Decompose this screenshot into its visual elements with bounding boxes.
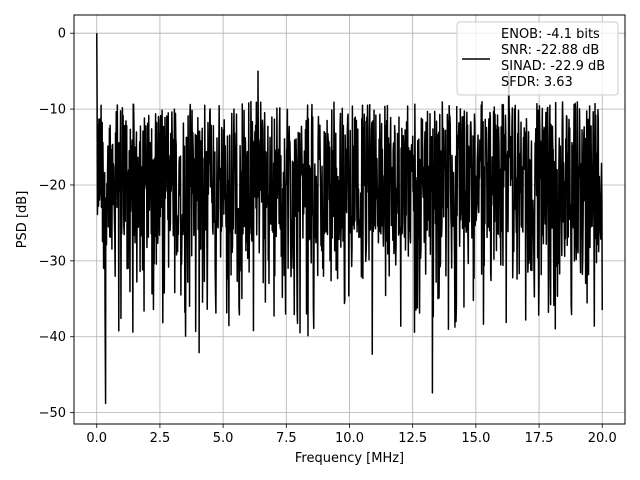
- legend-box: [456, 21, 619, 96]
- x-tick-label: 10.0: [335, 431, 364, 446]
- legend-text-line: SNR: -22.88 dB: [501, 43, 599, 58]
- legend-entry-text: ENOB: -4.1 bits SNR: -22.88 dB SINAD: -22.…: [501, 27, 605, 90]
- x-tick-label: 5.0: [213, 431, 234, 446]
- psd-series-line: [96, 33, 603, 405]
- y-tick-label: −20: [39, 178, 66, 193]
- y-tick-label: −50: [39, 406, 66, 421]
- x-tick-label: 2.5: [150, 431, 171, 446]
- legend-text-line: ENOB: -4.1 bits: [501, 27, 600, 42]
- x-tick-label: 20.0: [588, 431, 617, 446]
- legend: ENOB: -4.1 bits SNR: -22.88 dB SINAD: -22.…: [456, 21, 619, 96]
- x-tick-label: 17.5: [525, 431, 554, 446]
- x-tick-label: 0.0: [86, 431, 107, 446]
- y-axis-ticks: 0 −10 −20 −30 −40 −50: [39, 27, 74, 421]
- legend-text-line: SINAD: -22.9 dB: [501, 59, 605, 74]
- x-axis-ticks: 0.0 2.5 5.0 7.5 10.0 12.5 15.0 17.5 20.0: [86, 424, 617, 446]
- psd-trace: [96, 33, 603, 405]
- y-tick-label: −30: [39, 254, 66, 269]
- x-tick-label: 15.0: [461, 431, 490, 446]
- y-tick-label: −40: [39, 330, 66, 345]
- x-tick-label: 7.5: [276, 431, 297, 446]
- x-axis-label: Frequency [MHz]: [295, 451, 404, 466]
- y-axis-label: PSD [dB]: [15, 191, 30, 249]
- x-tick-label: 12.5: [398, 431, 427, 446]
- y-tick-label: −10: [39, 103, 66, 118]
- legend-text-line: SFDR: 3.63: [501, 75, 573, 90]
- y-tick-label: 0: [58, 27, 66, 42]
